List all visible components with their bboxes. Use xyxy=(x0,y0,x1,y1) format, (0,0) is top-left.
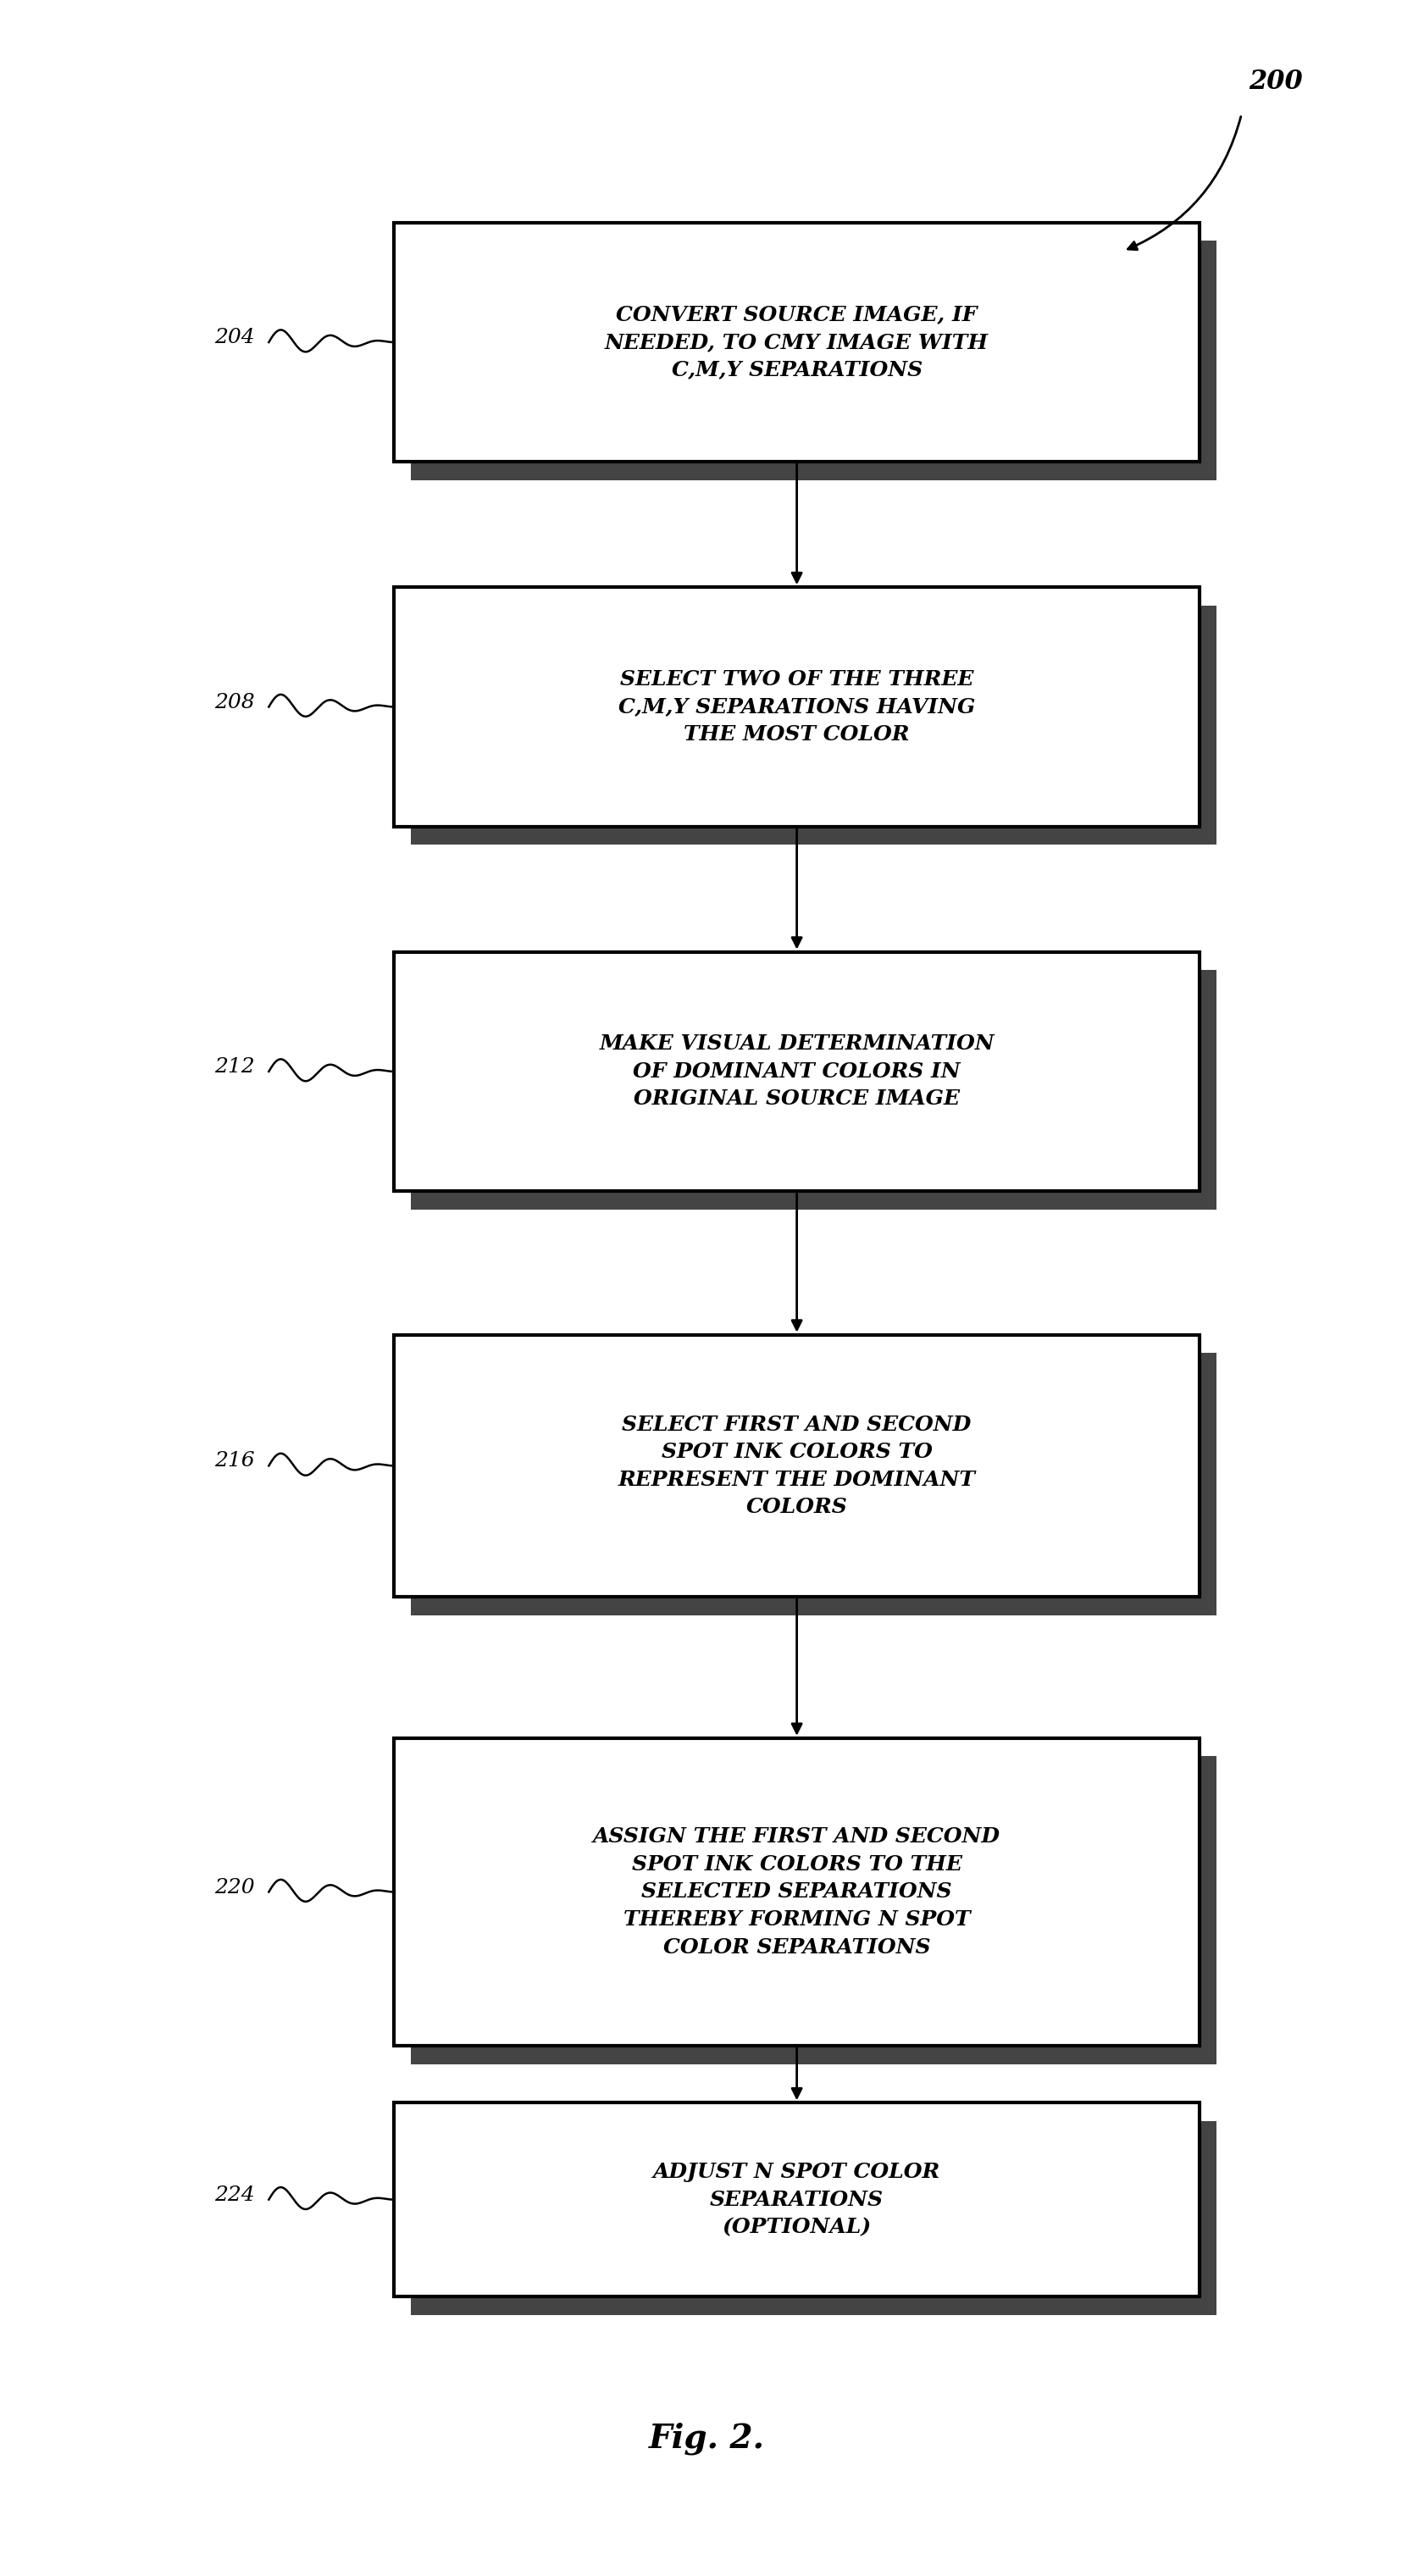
Bar xyxy=(394,953,1200,1190)
Text: ASSIGN THE FIRST AND SECOND
SPOT INK COLORS TO THE
SELECTED SEPARATIONS
THEREBY : ASSIGN THE FIRST AND SECOND SPOT INK COL… xyxy=(593,1826,1000,1958)
Text: 224: 224 xyxy=(215,2184,254,2205)
Bar xyxy=(411,1352,1217,1615)
Text: MAKE VISUAL DETERMINATION
OF DOMINANT COLORS IN
ORIGINAL SOURCE IMAGE: MAKE VISUAL DETERMINATION OF DOMINANT CO… xyxy=(599,1033,995,1110)
Bar xyxy=(411,1757,1217,2063)
Text: 204: 204 xyxy=(215,327,254,348)
Text: CONVERT SOURCE IMAGE, IF
NEEDED, TO CMY IMAGE WITH
C,M,Y SEPARATIONS: CONVERT SOURCE IMAGE, IF NEEDED, TO CMY … xyxy=(605,304,989,379)
Bar xyxy=(411,605,1217,845)
Bar xyxy=(411,2120,1217,2316)
Text: 208: 208 xyxy=(215,693,254,711)
Bar xyxy=(411,971,1217,1208)
Text: 220: 220 xyxy=(215,1878,254,1896)
Text: 212: 212 xyxy=(215,1056,254,1077)
Text: ADJUST N SPOT COLOR
SEPARATIONS
(OPTIONAL): ADJUST N SPOT COLOR SEPARATIONS (OPTIONA… xyxy=(653,2161,941,2239)
Bar xyxy=(394,222,1200,461)
Text: 216: 216 xyxy=(215,1450,254,1471)
Bar xyxy=(394,1334,1200,1597)
Bar xyxy=(394,587,1200,827)
Text: Fig. 2.: Fig. 2. xyxy=(649,2421,764,2455)
Bar xyxy=(394,2102,1200,2295)
Text: SELECT TWO OF THE THREE
C,M,Y SEPARATIONS HAVING
THE MOST COLOR: SELECT TWO OF THE THREE C,M,Y SEPARATION… xyxy=(619,670,975,744)
Text: SELECT FIRST AND SECOND
SPOT INK COLORS TO
REPRESENT THE DOMINANT
COLORS: SELECT FIRST AND SECOND SPOT INK COLORS … xyxy=(617,1414,975,1517)
Bar xyxy=(394,1739,1200,2045)
Text: 200: 200 xyxy=(1249,70,1303,95)
Bar xyxy=(411,240,1217,479)
